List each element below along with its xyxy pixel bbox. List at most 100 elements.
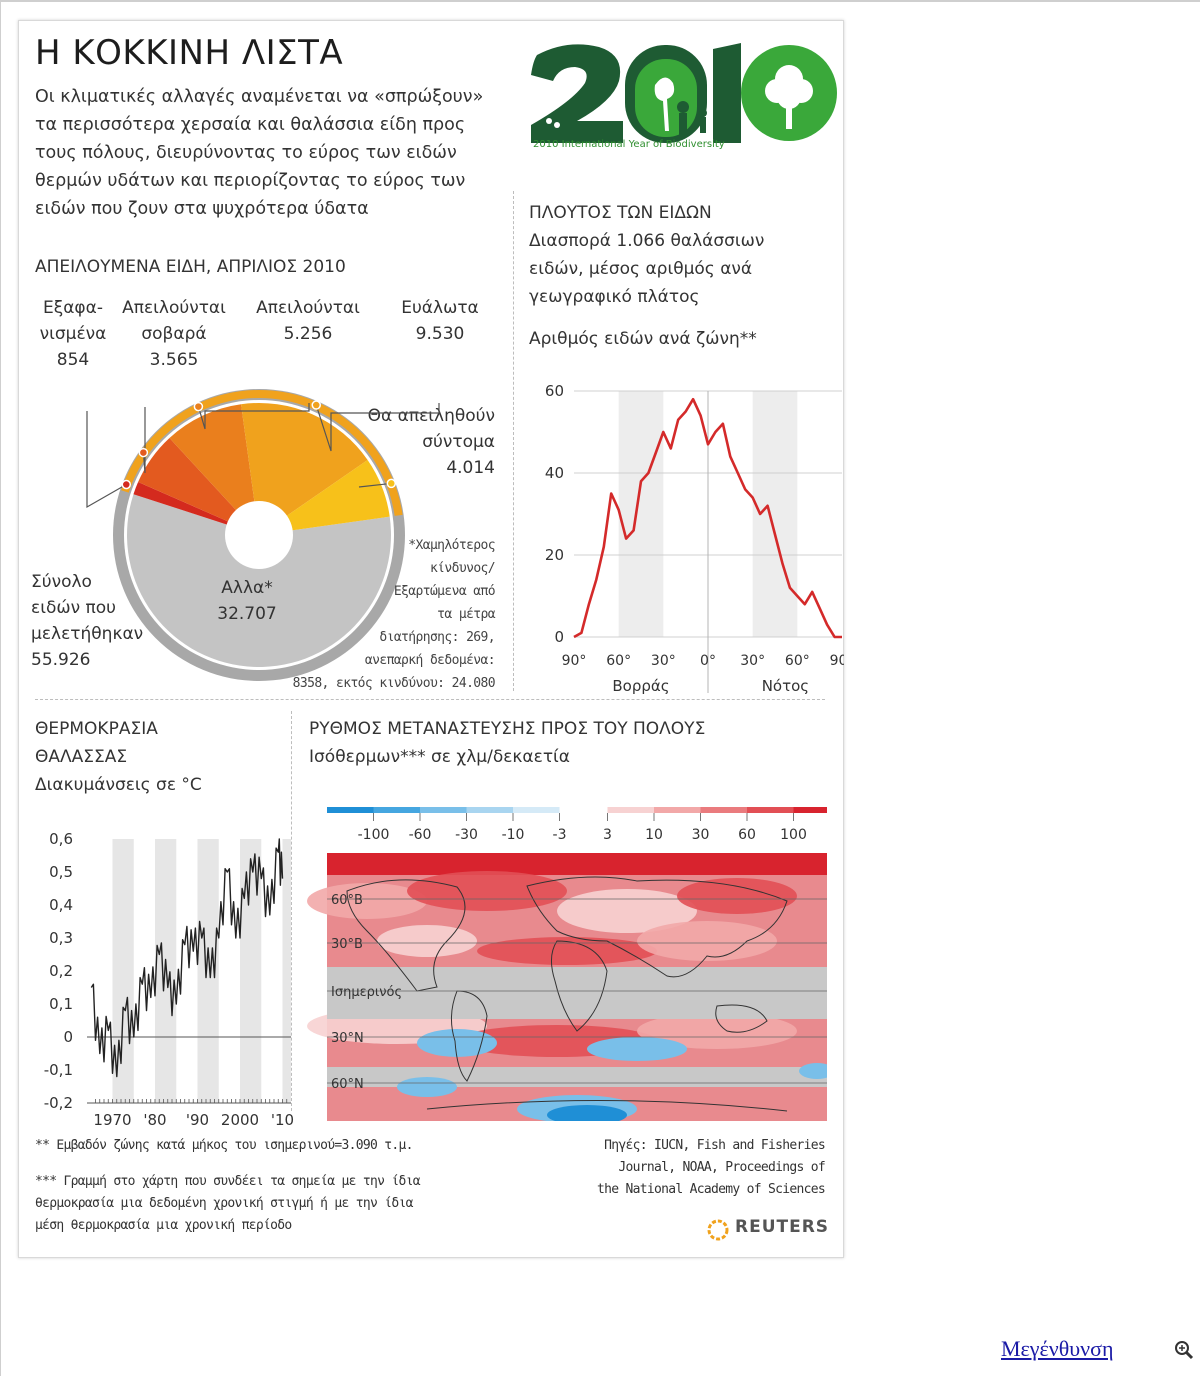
pie-leader-line bbox=[142, 407, 146, 474]
intro-line: ειδών που ζουν στα ψυχρότερα ύδατα bbox=[35, 199, 369, 219]
magnifier-icon[interactable] bbox=[1174, 1340, 1194, 1360]
pie-label-line: νισμένα bbox=[39, 324, 107, 344]
pie-label-critically-endangered: Απειλούνται σοβαρά 3.565 bbox=[109, 295, 239, 373]
x-tick-label: '80 bbox=[143, 1111, 166, 1129]
source-line: Journal, NOAA, Proceedings of bbox=[618, 1160, 825, 1175]
note-line: διατήρησης: 269, bbox=[379, 630, 495, 645]
footnote-line: ** Εμβαδόν ζώνης κατά μήκος του ισημεριν… bbox=[35, 1138, 413, 1153]
pie-label-near-threatened: Θα απειληθούν σύντομα 4.014 bbox=[319, 403, 495, 481]
map-patch bbox=[407, 871, 567, 911]
x-tick-label: 90° bbox=[830, 653, 844, 669]
y-tick-label: 0 bbox=[63, 1028, 73, 1046]
horizontal-divider bbox=[35, 699, 825, 700]
pie-value-other: 32.707 bbox=[217, 604, 277, 624]
enlarge-link[interactable]: Μεγένθυνση bbox=[1001, 1336, 1114, 1361]
scale-label: 100 bbox=[780, 827, 807, 843]
continent-outline bbox=[426, 1099, 788, 1112]
decade-band bbox=[197, 839, 219, 1103]
pie-label-line: Θα απειληθούν bbox=[367, 406, 495, 426]
zone-band bbox=[618, 391, 664, 637]
vertical-divider bbox=[513, 191, 514, 691]
logo-caption: 2010 International Year of Biodiversity bbox=[533, 139, 725, 150]
pie-total-value: 55.926 bbox=[31, 650, 91, 670]
pie-footnote: *Χαμηλότερος κίνδυνος/ Εξαρτώμενα από τα… bbox=[285, 534, 496, 695]
footnote-line: *** Γραμμή στο χάρτη που συνδέει τα σημε… bbox=[35, 1174, 421, 1189]
scale-swatch bbox=[654, 807, 701, 813]
y-tick-label: 0 bbox=[554, 628, 564, 646]
x-tick-label: '10 bbox=[271, 1111, 294, 1129]
left-border bbox=[0, 0, 1, 1376]
pie-total-line: μελετήθηκαν bbox=[31, 624, 144, 644]
map-patch bbox=[637, 1013, 797, 1049]
scale-label: -100 bbox=[358, 827, 390, 843]
threatened-pie-chart bbox=[86, 389, 440, 681]
scale-swatch bbox=[513, 807, 560, 813]
pie-leader-line bbox=[315, 403, 440, 452]
source-line: the National Academy of Sciences bbox=[596, 1182, 826, 1197]
decade-band bbox=[155, 839, 177, 1103]
isotherm-migration-map: -100 -60 -30 -10 -3 3 10 30 60 100 60°Β 30°Β Ισημερι… bbox=[307, 807, 827, 1121]
map-patch bbox=[377, 925, 477, 957]
pie-label-line: Απειλούνται bbox=[122, 298, 226, 318]
note-line: Εξαρτώμενα από bbox=[393, 584, 496, 599]
sea-temperature-chart: 0,6 0,5 0,4 0,3 0,2 0,1 0 -0,1 -0,2 1970 '80 '90 200… bbox=[44, 830, 294, 1129]
pie-total-line: Σύνολο bbox=[31, 572, 92, 592]
scale-label: -60 bbox=[409, 827, 432, 843]
migration-section: ΡΥΘΜΟΣ ΜΕΤΑΝΑΣΤΕΥΣΗΣ ΠΡΟΣ ΤΟΥ ΠΟΛΟΥΣ Ισό… bbox=[309, 715, 705, 771]
x-tick-label: 1970 bbox=[93, 1111, 131, 1129]
richness-subtitle-line: γεωγραφικό πλάτος bbox=[529, 287, 700, 307]
pie-total-line: ειδών που bbox=[31, 598, 116, 618]
y-tick-label: 0,6 bbox=[49, 830, 73, 848]
pie-leader-dot bbox=[193, 401, 204, 412]
x-tick-label: 30° bbox=[740, 653, 765, 669]
x-tick-label: 2000 bbox=[221, 1111, 259, 1129]
x-tick-label: 60° bbox=[606, 653, 631, 669]
threatened-section-title: ΑΠΕΙΛΟΥΜΕΝΑ ΕΙΔΗ, ΑΠΡΙΛΙΟΣ 2010 bbox=[35, 257, 346, 277]
continent-outline bbox=[551, 940, 608, 1032]
y-tick-label: -0,2 bbox=[44, 1094, 73, 1112]
reuters-brand: REUTERS bbox=[735, 1217, 830, 1237]
richness-line bbox=[573, 397, 842, 639]
latitude-label: 30°Ν bbox=[331, 1031, 364, 1046]
map-patch bbox=[307, 883, 427, 919]
pie-leader-dot bbox=[311, 400, 321, 410]
y-tick-label: 0,2 bbox=[49, 962, 73, 980]
decade-band bbox=[282, 839, 291, 1103]
temperature-title-line: ΘΕΡΜΟΚΡΑΣΙΑ bbox=[35, 719, 158, 739]
pie-leader-dot bbox=[121, 479, 132, 490]
footnote-line: θερμοκρασία μια δεδομένη χρονική στιγμή … bbox=[35, 1196, 413, 1211]
scale-swatch bbox=[607, 807, 654, 813]
pie-leader-line bbox=[86, 411, 127, 509]
scale-swatch bbox=[700, 807, 747, 813]
pie-value-endangered: 5.256 bbox=[283, 324, 333, 344]
map-patch bbox=[677, 878, 797, 914]
species-richness-chart: 60 40 20 0 90° 60° 30° 0° 30° 60° 90° Βορράς Νότος bbox=[545, 382, 844, 695]
pie-value-extinct: 854 bbox=[56, 350, 90, 370]
richness-chart-title: Αριθμός ειδών ανά ζώνη** bbox=[529, 329, 757, 349]
map-patch bbox=[637, 921, 777, 961]
top-border bbox=[0, 0, 1200, 2]
temperature-section: ΘΕΡΜΟΚΡΑΣΙΑ ΘΑΛΑΣΣΑΣ Διακυμάνσεις σε °C bbox=[35, 715, 202, 799]
map-polar-north bbox=[327, 853, 827, 875]
intro-line: θερμών υδάτων και περιορίζοντας το εύρος… bbox=[35, 171, 466, 191]
latitude-label: 60°Β bbox=[331, 893, 363, 908]
pie-slice-2 bbox=[169, 404, 259, 535]
x-tick-label: '90 bbox=[186, 1111, 209, 1129]
map-cooling-patch bbox=[587, 1037, 687, 1061]
pie-label-vulnerable: Ευάλωτα 9.530 bbox=[385, 295, 495, 347]
pie-label-extinct: Εξαφα- νισμένα 854 bbox=[25, 295, 121, 373]
scale-swatch bbox=[420, 807, 467, 813]
pie-label-line: Εξαφα- bbox=[43, 298, 103, 318]
map-cooling-patch bbox=[417, 1029, 497, 1057]
intro-line: τα περισσότερα χερσαία και θαλάσσια είδη… bbox=[35, 115, 466, 135]
y-tick-label: 0,3 bbox=[49, 929, 73, 947]
temperature-title-line: ΘΑΛΑΣΣΑΣ bbox=[35, 747, 128, 767]
map-patch bbox=[557, 889, 697, 933]
scale-swatch bbox=[747, 807, 794, 813]
x-group-label: Νότος bbox=[762, 677, 809, 695]
pie-label-line: Ευάλωτα bbox=[401, 298, 479, 318]
pie-label-endangered: Απειλούνται 5.256 bbox=[241, 295, 375, 347]
pie-label-line: σύντομα bbox=[422, 432, 495, 452]
footnote-double: ** Εμβαδόν ζώνης κατά μήκος του ισημεριν… bbox=[35, 1135, 413, 1157]
richness-title: ΠΛΟΥΤΟΣ ΤΩΝ ΕΙΔΩΝ bbox=[529, 203, 712, 223]
